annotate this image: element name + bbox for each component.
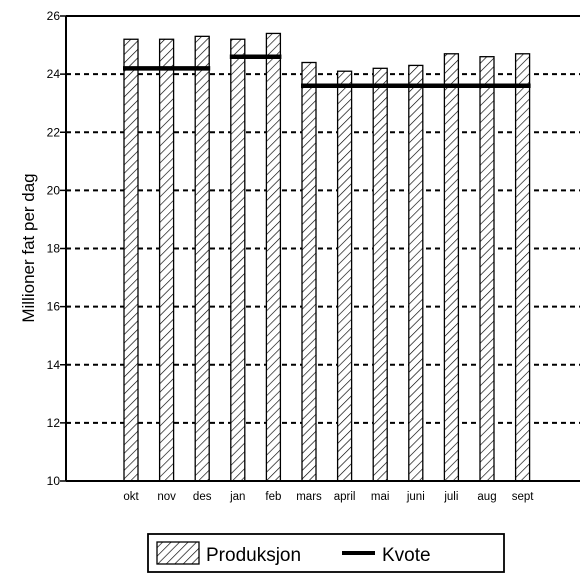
x-category-label-jan: jan xyxy=(229,491,245,503)
y-tick-label-16: 16 xyxy=(47,300,61,314)
bar-feb xyxy=(265,32,282,482)
y-tick-label-22: 22 xyxy=(47,125,61,139)
bar-okt xyxy=(123,38,139,482)
bar-mai xyxy=(372,67,388,482)
bar-des xyxy=(194,35,210,482)
y-tick-label-14: 14 xyxy=(47,358,61,372)
bar-nov xyxy=(158,38,175,482)
x-category-label-juni: juni xyxy=(406,491,425,503)
bar-sept xyxy=(514,53,531,482)
y-tick-label-26: 26 xyxy=(47,9,61,23)
x-category-label-mars: mars xyxy=(296,491,322,503)
legend-produksjon-label: Produksjon xyxy=(206,545,301,566)
legend-box xyxy=(147,533,505,573)
bar-jan xyxy=(230,38,246,482)
x-category-label-des: des xyxy=(193,491,212,503)
y-tick-label-24: 24 xyxy=(47,67,61,81)
bar-aug xyxy=(479,56,495,482)
bar-juni xyxy=(408,64,424,482)
x-category-labels: okt nov des jan feb mars april mai juni juli aug se… xyxy=(123,491,534,503)
x-category-label-nov: nov xyxy=(157,491,176,503)
x-category-label-juli: juli xyxy=(443,491,458,503)
quota-lines xyxy=(123,54,531,88)
x-category-label-okt: okt xyxy=(123,491,139,503)
bar-mars xyxy=(301,61,317,482)
x-category-label-aug: aug xyxy=(477,491,496,503)
y-tick-labels: 10 12 14 16 18 20 22 24 26 xyxy=(47,9,61,488)
bars xyxy=(123,32,531,482)
legend-kvote-label: Kvote xyxy=(382,545,431,566)
gridlines xyxy=(66,73,580,424)
x-category-label-mai: mai xyxy=(371,491,390,503)
y-axis-title: Millioner fat per dag xyxy=(19,173,38,322)
bar-juli xyxy=(443,53,460,482)
legend-produksjon-swatch xyxy=(156,541,200,565)
x-category-label-feb: feb xyxy=(265,491,281,503)
y-tick-label-18: 18 xyxy=(47,242,61,256)
y-tick-label-12: 12 xyxy=(47,416,61,430)
y-tick-label-20: 20 xyxy=(47,183,61,197)
x-category-label-april: april xyxy=(334,491,356,503)
bar-april xyxy=(336,70,353,482)
axes xyxy=(60,15,580,482)
y-tick-label-10: 10 xyxy=(47,474,61,488)
x-category-label-sept: sept xyxy=(512,491,535,503)
legend: Produksjon Kvote xyxy=(147,533,505,573)
